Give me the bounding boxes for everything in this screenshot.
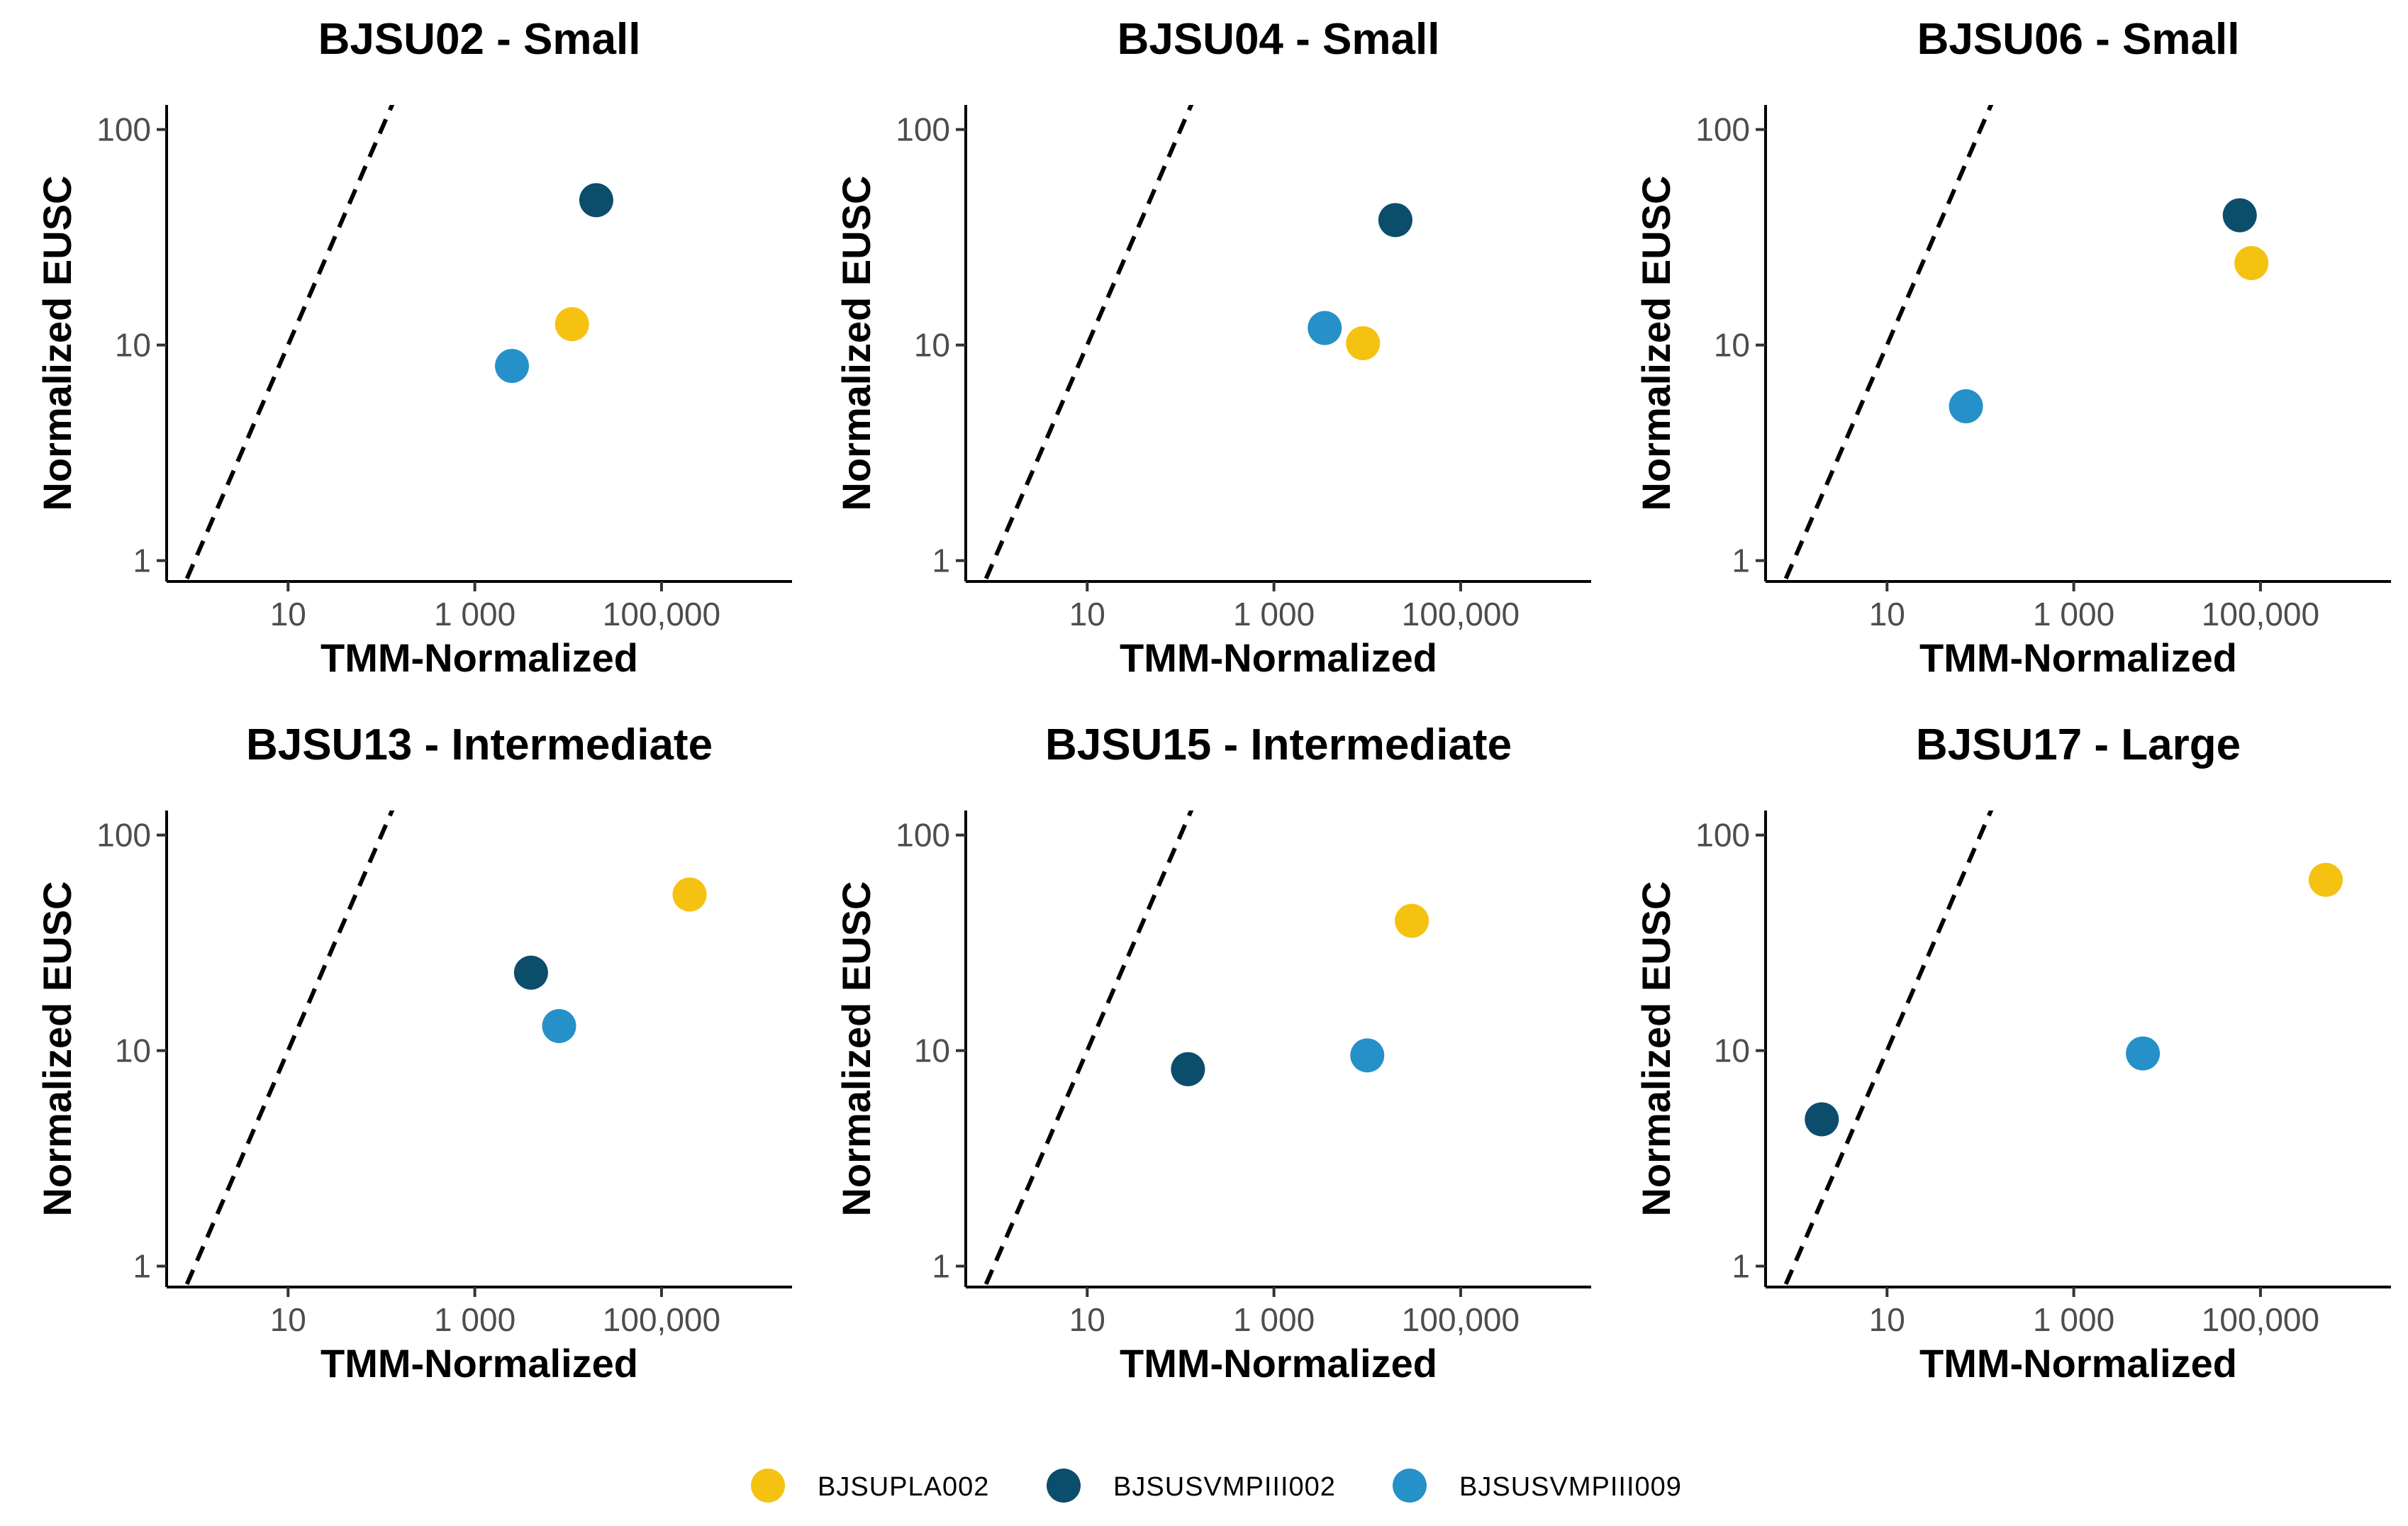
- y-tick-label: 1: [1732, 1248, 1750, 1285]
- x-tick-label: 10: [1869, 1301, 1905, 1338]
- reference-line: [1782, 105, 1994, 581]
- x-tick-label: 10: [270, 1301, 306, 1338]
- data-point-bjsupla002: [1346, 325, 1381, 360]
- x-tick-label: 100,000: [603, 1301, 720, 1338]
- data-point-bjsusvmpiii002: [579, 183, 613, 218]
- panel-1: BJSU02 - Small 10 1 000 100,000 1 10 100 TMM-No…: [35, 15, 792, 680]
- panel-title: BJSU02 - Small: [318, 15, 641, 64]
- data-point-bjsupla002: [1395, 903, 1429, 938]
- data-point-bjsusvmpiii009: [495, 349, 530, 384]
- x-tick-label: 1 000: [2033, 596, 2114, 633]
- legend: BJSUPLA002 BJSUSVMPIII002 BJSUSVMPIII009: [751, 1469, 1682, 1503]
- panels: BJSU02 - Small 10 1 000 100,000 1 10 100 TMM-No…: [35, 15, 2391, 1386]
- x-tick-label: 1 000: [2033, 1301, 2114, 1338]
- data-point-bjsupla002: [672, 877, 707, 912]
- y-axis-label: Normalized EUSC: [35, 176, 79, 511]
- x-tick-label: 1 000: [1233, 596, 1315, 633]
- data-point-bjsusvmpiii002: [1805, 1102, 1839, 1137]
- y-tick-label: 100: [96, 817, 151, 854]
- data-point-bjsusvmpiii002: [513, 955, 548, 990]
- y-tick-label: 1: [1732, 542, 1750, 579]
- data-point-bjsupla002: [554, 307, 589, 342]
- panel-5: BJSU15 - Intermediate 10 1 000 100,000 1 10 10…: [834, 720, 1591, 1386]
- reference-line: [183, 811, 395, 1287]
- y-tick-label: 100: [1695, 817, 1750, 854]
- x-tick-label: 10: [1069, 1301, 1105, 1338]
- panel-4: BJSU13 - Intermediate 10 1 000 100,000 1 10 10…: [35, 720, 792, 1386]
- data-point-bjsupla002: [2234, 246, 2269, 281]
- panel-3: BJSU06 - Small 10 1 000 100,000 1 10 100 TMM-No…: [1634, 15, 2391, 680]
- legend-label: BJSUPLA002: [818, 1472, 989, 1502]
- reference-line: [982, 105, 1194, 581]
- y-tick-label: 1: [133, 1248, 151, 1285]
- panel-title: BJSU15 - Intermediate: [1045, 720, 1512, 769]
- panel-title: BJSU04 - Small: [1117, 15, 1440, 64]
- x-tick-label: 10: [1069, 596, 1105, 633]
- data-point-bjsusvmpiii009: [542, 1008, 576, 1043]
- y-tick-label: 1: [932, 542, 950, 579]
- x-axis-label: TMM-Normalized: [320, 1341, 638, 1386]
- x-tick-label: 100,000: [1402, 1301, 1520, 1338]
- legend-swatch: [1393, 1469, 1427, 1503]
- panel-title: BJSU13 - Intermediate: [246, 720, 713, 769]
- y-tick-label: 100: [1695, 111, 1750, 148]
- panel-title: BJSU17 - Large: [1916, 720, 2241, 769]
- y-tick-label: 100: [896, 111, 950, 148]
- data-point-bjsusvmpiii002: [2222, 198, 2257, 233]
- x-tick-label: 100,000: [2202, 596, 2319, 633]
- legend-swatch: [1047, 1469, 1081, 1503]
- data-point-bjsusvmpiii009: [1308, 311, 1342, 345]
- y-axis-label: Normalized EUSC: [834, 881, 879, 1217]
- x-axis-label: TMM-Normalized: [1120, 635, 1437, 680]
- data-point-bjsusvmpiii009: [2126, 1036, 2161, 1071]
- y-tick-label: 10: [1714, 1032, 1750, 1069]
- legend-item: BJSUPLA002: [751, 1469, 989, 1503]
- legend-item: BJSUSVMPIII009: [1393, 1469, 1682, 1503]
- x-tick-label: 1 000: [434, 596, 515, 633]
- y-tick-label: 10: [914, 327, 950, 364]
- reference-line: [1782, 811, 1994, 1287]
- reference-line: [183, 105, 395, 581]
- x-tick-label: 1 000: [1233, 1301, 1315, 1338]
- data-point-bjsusvmpiii002: [1378, 203, 1412, 238]
- x-axis-label: TMM-Normalized: [1919, 635, 2237, 680]
- data-point-bjsusvmpiii009: [1949, 389, 1983, 423]
- x-tick-label: 1 000: [434, 1301, 515, 1338]
- y-tick-label: 100: [96, 111, 151, 148]
- y-tick-label: 10: [115, 1032, 151, 1069]
- x-axis-label: TMM-Normalized: [320, 635, 638, 680]
- y-axis-label: Normalized EUSC: [1634, 176, 1678, 511]
- x-axis-label: TMM-Normalized: [1919, 1341, 2237, 1386]
- y-tick-label: 10: [1714, 327, 1750, 364]
- panel-2: BJSU04 - Small 10 1 000 100,000 1 10 100 TMM-No…: [834, 15, 1591, 680]
- legend-swatch: [751, 1469, 785, 1503]
- y-tick-label: 1: [932, 1248, 950, 1285]
- y-axis-label: Normalized EUSC: [35, 881, 79, 1217]
- y-axis-label: Normalized EUSC: [1634, 881, 1678, 1217]
- panel-title: BJSU06 - Small: [1917, 15, 2240, 64]
- y-tick-label: 10: [914, 1032, 950, 1069]
- legend-label: BJSUSVMPIII009: [1459, 1472, 1682, 1502]
- data-point-bjsusvmpiii009: [1350, 1038, 1385, 1073]
- legend-item: BJSUSVMPIII002: [1047, 1469, 1336, 1503]
- x-axis-label: TMM-Normalized: [1120, 1341, 1437, 1386]
- x-tick-label: 100,000: [1402, 596, 1520, 633]
- data-point-bjsupla002: [2308, 862, 2343, 897]
- y-tick-label: 10: [115, 327, 151, 364]
- y-axis-label: Normalized EUSC: [834, 176, 879, 511]
- x-tick-label: 10: [270, 596, 306, 633]
- y-tick-label: 1: [133, 542, 151, 579]
- x-tick-label: 10: [1869, 596, 1905, 633]
- y-tick-label: 100: [896, 817, 950, 854]
- legend-label: BJSUSVMPIII002: [1113, 1472, 1336, 1502]
- reference-line: [982, 811, 1194, 1287]
- x-tick-label: 100,000: [603, 596, 720, 633]
- x-tick-label: 100,000: [2202, 1301, 2319, 1338]
- data-point-bjsusvmpiii002: [1171, 1052, 1205, 1086]
- panel-6: BJSU17 - Large 10 1 000 100,000 1 10 100 TMM-No…: [1634, 720, 2391, 1386]
